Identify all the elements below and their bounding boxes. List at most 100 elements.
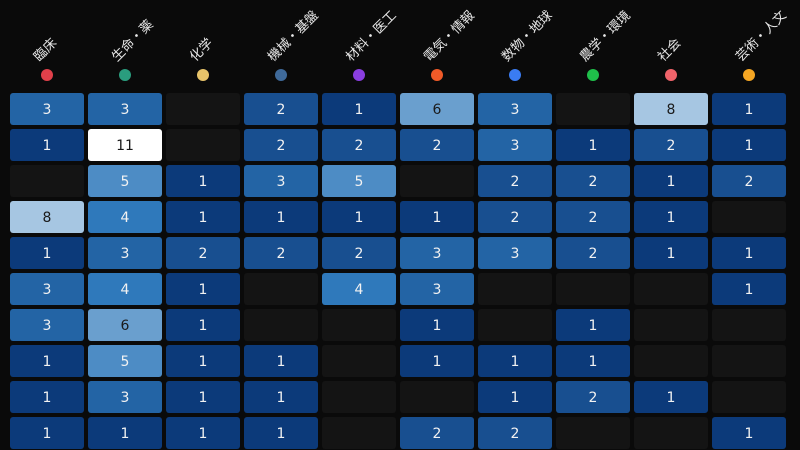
cell-value-label: 2 (277, 138, 286, 154)
cell-value-label: 1 (43, 426, 52, 442)
heatmap-cell (712, 273, 786, 305)
heatmap-cell-empty (556, 93, 630, 125)
cell-value-label: 4 (121, 210, 130, 226)
heatmap-cell (478, 201, 552, 233)
heatmap-cell (244, 201, 318, 233)
cell-value-label: 3 (433, 246, 442, 262)
heatmap-cell-empty (634, 417, 708, 449)
column-label: 化学 (187, 35, 217, 65)
column-label: 電気・情報 (421, 8, 478, 65)
heatmap-cell-empty (478, 309, 552, 341)
cell-value-label: 2 (277, 246, 286, 262)
heatmap-cell (166, 165, 240, 197)
cell-value-label: 1 (589, 138, 598, 154)
cell-value-label: 1 (277, 426, 286, 442)
heatmap-cell-empty (634, 273, 708, 305)
cell-value-label: 1 (199, 174, 208, 190)
heatmap-cell-empty (712, 201, 786, 233)
heatmap-cell (244, 237, 318, 269)
heatmap-cell (10, 129, 84, 161)
cell-value-label: 2 (511, 174, 520, 190)
heatmap-cell (88, 417, 162, 449)
column-label: 臨床 (31, 36, 60, 65)
cell-value-label: 5 (121, 354, 130, 370)
heatmap-cell (166, 201, 240, 233)
cell-value-label: 1 (277, 210, 286, 226)
cell-value-label: 1 (199, 210, 208, 226)
cell-value-label: 6 (433, 102, 442, 118)
heatmap-cell (634, 201, 708, 233)
cell-value-label: 2 (511, 210, 520, 226)
cell-value-label: 1 (43, 390, 52, 406)
cell-value-label: 1 (199, 390, 208, 406)
cell-value-label: 1 (199, 282, 208, 298)
cell-value-label: 2 (277, 102, 286, 118)
heatmap-cell-empty (322, 309, 396, 341)
column-color-dot (587, 69, 599, 81)
cell-value-label: 1 (511, 390, 520, 406)
heatmap-cell (244, 129, 318, 161)
heatmap-cell (166, 309, 240, 341)
cell-value-label: 1 (355, 210, 364, 226)
column-label: 機械・基盤 (265, 8, 322, 65)
heatmap-cell (712, 93, 786, 125)
heatmap-cell (88, 129, 162, 161)
cell-value-label: 1 (199, 354, 208, 370)
heatmap-cell (712, 417, 786, 449)
column-color-dot (353, 69, 365, 81)
column-color-dot (431, 69, 443, 81)
heatmap-cell (712, 237, 786, 269)
column-label: 農学・環境 (577, 8, 634, 65)
cell-value-label: 3 (511, 246, 520, 262)
heatmap-cell (712, 165, 786, 197)
heatmap-cell (10, 309, 84, 341)
heatmap-cell (400, 201, 474, 233)
heatmap-cell (166, 345, 240, 377)
heatmap-cell (556, 237, 630, 269)
heatmap-cell (166, 273, 240, 305)
column-label: 生命・薬 (109, 17, 157, 65)
cell-value-label: 1 (589, 354, 598, 370)
heatmap-cell-empty (400, 381, 474, 413)
cell-value-label: 3 (121, 390, 130, 406)
heatmap-cell (244, 345, 318, 377)
cell-value-label: 1 (667, 210, 676, 226)
column-color-dot (509, 69, 521, 81)
cell-value-label: 3 (121, 246, 130, 262)
heatmap-cell-empty (634, 345, 708, 377)
cell-value-label: 1 (667, 390, 676, 406)
heatmap-cell-empty (712, 381, 786, 413)
heatmap-cell (556, 345, 630, 377)
cell-value-label: 1 (43, 138, 52, 154)
cell-value-label: 3 (511, 138, 520, 154)
heatmap-cell (712, 129, 786, 161)
cell-value-label: 8 (43, 210, 52, 226)
cell-value-label: 2 (745, 174, 754, 190)
heatmap-cell-empty (556, 273, 630, 305)
cell-value-label: 3 (277, 174, 286, 190)
heatmap-cell (634, 93, 708, 125)
heatmap-cell (244, 417, 318, 449)
cell-value-label: 2 (355, 246, 364, 262)
column-color-dot (119, 69, 131, 81)
heatmap-cell (400, 273, 474, 305)
cell-value-label: 6 (121, 318, 130, 334)
heatmap-cell (10, 237, 84, 269)
column-color-dot (665, 69, 677, 81)
cell-value-label: 1 (589, 318, 598, 334)
cell-value-label: 5 (121, 174, 130, 190)
heatmap-cell-empty (634, 309, 708, 341)
cell-value-label: 1 (121, 426, 130, 442)
heatmap-cell-empty (166, 93, 240, 125)
heatmap-cell (88, 273, 162, 305)
heatmap-cell (244, 165, 318, 197)
heatmap-cell (88, 381, 162, 413)
cell-value-label: 1 (745, 282, 754, 298)
heatmap-cell (88, 237, 162, 269)
cell-value-label: 2 (589, 246, 598, 262)
cell-value-label: 1 (433, 318, 442, 334)
cell-value-label: 1 (199, 318, 208, 334)
cell-value-label: 4 (355, 282, 364, 298)
heatmap-cell-empty (556, 417, 630, 449)
heatmap-cell (400, 93, 474, 125)
